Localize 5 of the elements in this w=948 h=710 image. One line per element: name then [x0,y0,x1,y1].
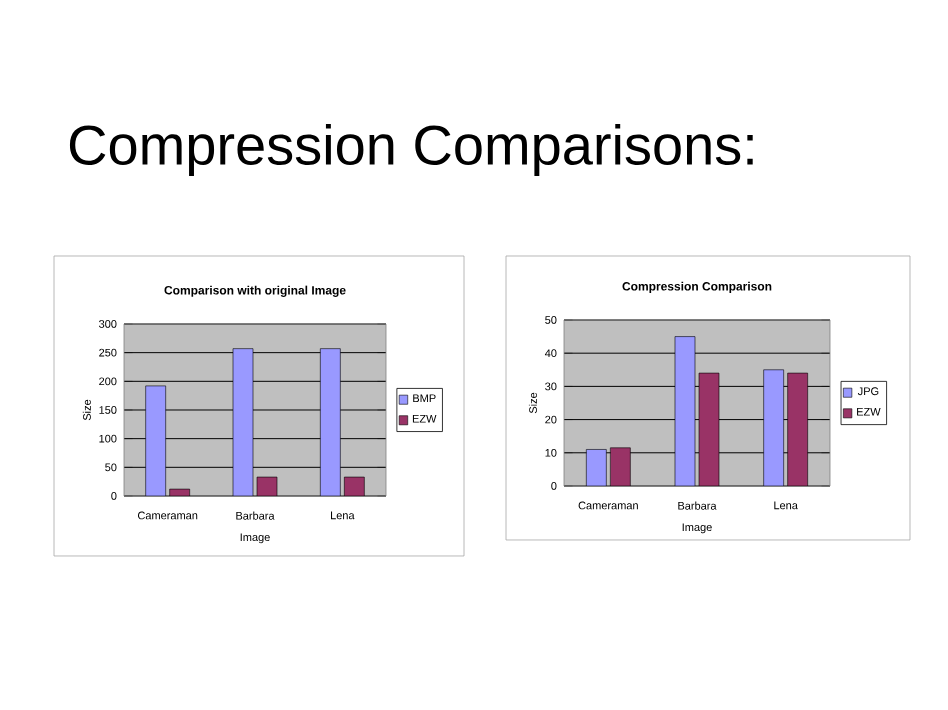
bar [586,449,607,486]
bar [610,447,631,486]
bar [787,372,808,486]
bar [763,369,784,486]
text: Compression Comparisons: [69,123,753,177]
